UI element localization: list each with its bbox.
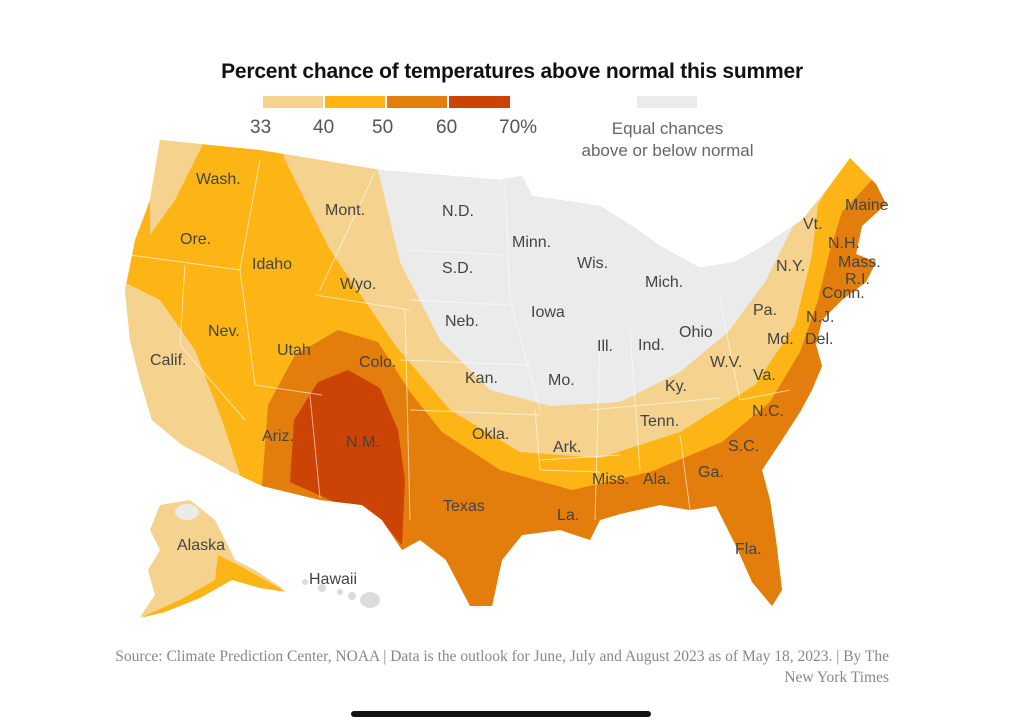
state-label: Colo.: [359, 354, 397, 371]
zone-60-70: [290, 370, 405, 545]
state-label: Wis.: [577, 255, 609, 272]
state-label: Conn.: [822, 285, 865, 302]
state-label: Pa.: [753, 302, 778, 319]
state-label: Ala.: [643, 471, 671, 488]
state-label: N.C.: [752, 403, 784, 420]
legend-swatch-33-40: [263, 96, 323, 108]
source-note: Source: Climate Prediction Center, NOAA …: [115, 648, 889, 686]
legend-swatch-40-50: [325, 96, 385, 108]
alaska: [140, 500, 286, 618]
state-label: Utah: [277, 342, 311, 359]
state-label: Maine: [845, 197, 889, 214]
state-label: Miss.: [592, 471, 630, 488]
state-label: S.D.: [442, 260, 474, 277]
legend-tick: 60: [436, 117, 458, 138]
state-label: Md.: [767, 331, 794, 348]
state-label: Minn.: [512, 234, 552, 251]
hawaii: [302, 579, 380, 608]
state-label: La.: [557, 507, 580, 524]
state-label: Mont.: [325, 202, 366, 219]
state-label: Mo.: [548, 372, 575, 389]
state-label: N.D.: [442, 203, 474, 220]
state-borders: [129, 159, 791, 521]
legend-swatch-50-60: [387, 96, 447, 108]
state-label: Alaska: [177, 537, 226, 554]
state-label: Nev.: [208, 323, 240, 340]
state-label: Ind.: [638, 337, 665, 354]
state-label: Mass.: [838, 254, 881, 271]
legend-swatch-equal: [637, 96, 697, 108]
state-label: Tenn.: [640, 413, 680, 430]
state-label: Okla.: [472, 426, 510, 443]
home-indicator[interactable]: [351, 711, 651, 717]
state-label: Vt.: [803, 216, 823, 233]
state-label: W.V.: [710, 354, 743, 371]
state-label: S.C.: [728, 438, 760, 455]
legend-equal-line2: above or below normal: [581, 141, 754, 160]
state-label: Iowa: [531, 304, 565, 321]
legend-tick: 40: [313, 117, 335, 138]
state-label: N.H.: [828, 235, 860, 252]
state-label: N.Y.: [776, 258, 806, 275]
state-label: Hawaii: [309, 571, 358, 588]
state-label: Wyo.: [340, 276, 377, 293]
state-label: Calif.: [150, 352, 187, 369]
state-label: Texas: [443, 498, 485, 515]
state-label: N.J.: [806, 309, 835, 326]
state-label: N.M.: [346, 434, 380, 451]
state-label: Ariz.: [262, 428, 294, 445]
legend-swatch-60-70: [449, 96, 510, 108]
state-label: Va.: [753, 367, 776, 384]
legend-tick: 70%: [499, 117, 538, 138]
legend-equal-label: Equal chances above or below normal: [560, 118, 775, 162]
state-label: Ore.: [180, 231, 212, 248]
state-label: Idaho: [252, 256, 293, 273]
map-title: Percent chance of temperatures above nor…: [221, 60, 803, 83]
legend-equal-line1: Equal chances: [611, 119, 724, 138]
state-label: Kan.: [465, 370, 498, 387]
state-label: R.I.: [845, 271, 870, 288]
state-label: Ky.: [665, 378, 687, 395]
legend-tick: 33: [250, 117, 272, 138]
state-label: Mich.: [645, 274, 684, 291]
state-label: Ill.: [597, 338, 613, 355]
zone-33-40-northwest: [150, 140, 205, 235]
state-label: Ohio: [679, 324, 713, 341]
state-label: Del.: [805, 331, 834, 348]
state-label: Ga.: [698, 464, 724, 481]
state-label: Ark.: [553, 439, 582, 456]
state-label: Wash.: [196, 171, 241, 188]
state-label: Neb.: [445, 313, 479, 330]
state-label: Fla.: [735, 541, 762, 558]
legend-tick: 50: [372, 117, 394, 138]
